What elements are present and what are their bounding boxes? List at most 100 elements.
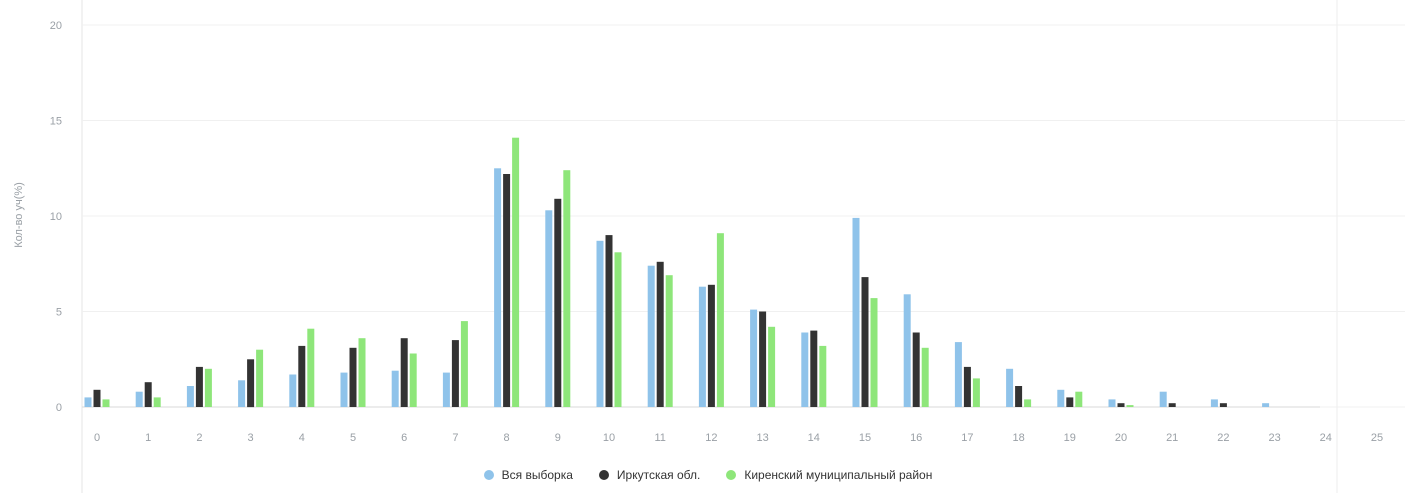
bar-3-3	[256, 349, 264, 407]
bar-2-19	[1066, 397, 1074, 407]
bar-1-15	[852, 217, 860, 407]
legend-label: Вся выборка	[501, 468, 573, 482]
bar-2-8	[503, 174, 511, 407]
bar-2-3	[247, 359, 255, 408]
x-tick-label: 25	[1371, 432, 1383, 444]
bar-3-20	[1126, 405, 1134, 407]
y-tick-label: 20	[50, 20, 62, 32]
bar-2-2	[195, 366, 203, 407]
x-tick-label: 2	[196, 432, 202, 444]
legend-item-1[interactable]: Вся выборка	[483, 468, 573, 482]
legend-item-2[interactable]: Иркутская обл.	[598, 468, 701, 482]
x-tick-label: 24	[1320, 432, 1332, 444]
y-axis-title: Кол-во уч(%)	[13, 182, 25, 248]
bar-3-14	[819, 345, 827, 407]
bar-1-20	[1108, 399, 1116, 407]
bar-2-10	[605, 235, 613, 407]
x-tick-label: 8	[504, 432, 510, 444]
legend-swatch-icon	[598, 470, 609, 480]
bar-3-18	[1024, 399, 1032, 407]
bar-1-9	[545, 210, 553, 407]
bar-2-15	[861, 277, 869, 407]
x-tick-label: 5	[350, 432, 356, 444]
bar-3-7	[460, 321, 468, 407]
bar-2-17	[963, 366, 971, 407]
x-tick-label: 15	[859, 432, 871, 444]
bar-2-11	[656, 261, 664, 407]
bar-3-2	[204, 368, 212, 407]
bar-3-12	[716, 233, 724, 407]
bar-3-17	[972, 378, 980, 407]
x-tick-label: 17	[961, 432, 973, 444]
x-tick-label: 7	[452, 432, 458, 444]
bar-1-5	[340, 372, 348, 407]
bar-1-19	[1057, 389, 1065, 407]
x-tick-label: 11	[654, 432, 665, 444]
x-tick-label: 0	[94, 432, 100, 444]
bar-3-15	[870, 298, 878, 407]
y-tick-label: 5	[56, 307, 62, 319]
bar-2-12	[707, 284, 715, 407]
legend-item-3[interactable]: Киренский муниципальный район	[726, 468, 932, 482]
bar-3-6	[409, 353, 417, 407]
chart-legend: Вся выборка Иркутская обл. Киренский муниц…	[0, 468, 1416, 482]
bar-2-22	[1219, 403, 1227, 407]
x-tick-label: 22	[1217, 432, 1229, 444]
bar-2-9	[554, 198, 562, 407]
bar-3-1	[153, 397, 161, 407]
x-tick-label: 18	[1012, 432, 1024, 444]
bar-2-4	[298, 345, 306, 407]
x-tick-label: 19	[1064, 432, 1076, 444]
bar-2-16	[912, 332, 920, 407]
bar-1-12	[698, 286, 706, 407]
y-tick-label: 15	[50, 116, 62, 128]
bar-1-22	[1210, 399, 1218, 407]
bar-3-16	[921, 347, 929, 407]
bar-1-13	[750, 309, 758, 407]
bar-2-14	[810, 330, 818, 407]
bar-1-3	[238, 380, 246, 407]
x-tick-label: 14	[808, 432, 820, 444]
bar-2-18	[1015, 386, 1023, 407]
y-tick-label: 0	[56, 402, 62, 414]
bar-1-10	[596, 240, 604, 407]
bar-1-6	[391, 370, 399, 407]
bar-1-21	[1159, 391, 1167, 407]
bar-3-4	[307, 328, 315, 407]
bar-1-0	[84, 397, 92, 407]
bar-2-21	[1168, 403, 1176, 407]
bar-1-8	[494, 168, 502, 408]
bar-1-14	[801, 332, 809, 407]
bar-1-7	[442, 372, 450, 407]
bar-1-1	[135, 391, 143, 407]
x-tick-label: 4	[299, 432, 305, 444]
bar-2-13	[759, 311, 767, 407]
x-tick-label: 13	[756, 432, 768, 444]
bar-2-5	[349, 347, 357, 407]
bar-1-18	[1006, 368, 1014, 407]
bar-2-0	[93, 389, 101, 407]
legend-swatch-icon	[483, 470, 494, 480]
legend-swatch-icon	[726, 470, 737, 480]
bar-2-20	[1117, 403, 1125, 407]
x-tick-label: 23	[1268, 432, 1280, 444]
bar-3-13	[768, 326, 776, 407]
legend-label: Киренский муниципальный район	[744, 468, 933, 482]
bar-3-10	[614, 252, 622, 407]
bar-2-1	[144, 382, 152, 407]
x-tick-label: 20	[1115, 432, 1127, 444]
x-tick-label: 6	[401, 432, 407, 444]
legend-label: Иркутская обл.	[616, 468, 701, 482]
y-tick-label: 10	[50, 211, 62, 223]
bar-3-5	[358, 338, 366, 407]
bar-3-11	[665, 275, 673, 407]
bar-3-8	[512, 137, 520, 407]
x-tick-label: 9	[555, 432, 561, 444]
bar-3-19	[1075, 391, 1083, 407]
x-tick-label: 12	[705, 432, 717, 444]
bar-1-4	[289, 374, 297, 407]
bar-3-0	[102, 399, 110, 407]
x-tick-label: 1	[145, 432, 151, 444]
